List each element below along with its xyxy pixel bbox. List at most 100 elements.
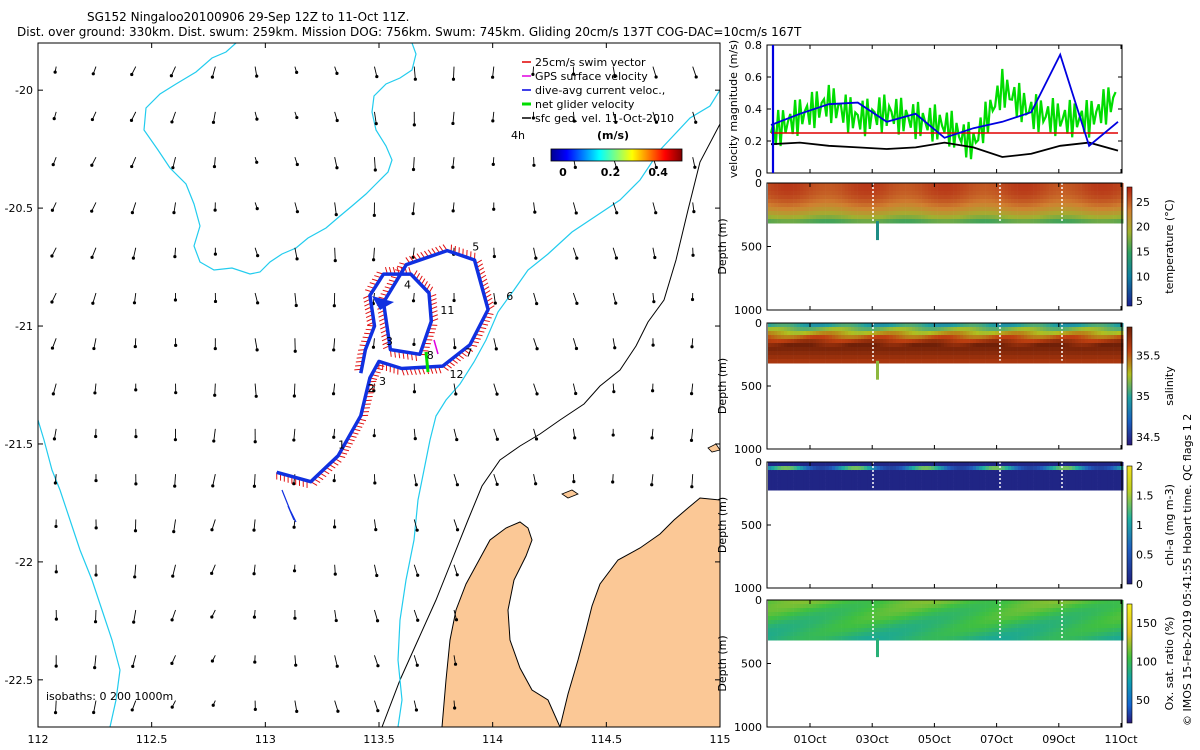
section-cell (1072, 327, 1076, 332)
section-cell (899, 616, 903, 621)
section-cell (896, 616, 900, 621)
section-cell (1081, 355, 1086, 360)
geo-arrow-head (331, 392, 336, 396)
section-cell (787, 331, 791, 336)
geo-arrow-head (650, 436, 654, 440)
section-cell (790, 355, 794, 360)
section-cell (790, 343, 794, 348)
section-cell (908, 636, 913, 641)
section-cell (924, 187, 929, 192)
section-cell (896, 335, 900, 340)
section-cell (1036, 351, 1041, 356)
section-cell (1072, 482, 1076, 487)
section-cell (905, 339, 910, 344)
section-cell (1040, 219, 1044, 224)
section-cell (1072, 323, 1076, 328)
section-cell (998, 219, 1002, 224)
section-cell (931, 215, 935, 220)
section-cell (1036, 462, 1041, 467)
section-cell (1036, 219, 1041, 224)
section-cell (940, 462, 945, 467)
section-cell (1004, 482, 1009, 487)
section-cell (953, 211, 958, 216)
section-cell (960, 359, 964, 364)
section-cell (1020, 355, 1025, 360)
geo-arrow-head (50, 300, 54, 304)
section-cell (812, 327, 817, 332)
section-cell (768, 199, 772, 204)
section-cell (1040, 359, 1044, 364)
section-cell (998, 347, 1002, 352)
section-cell (921, 351, 926, 356)
speed-colorbar (550, 148, 683, 162)
section-cell (1097, 466, 1102, 471)
section-cell (800, 632, 804, 637)
section-cell (787, 219, 791, 224)
section-cell (822, 203, 826, 208)
section-cell (848, 632, 852, 637)
section-cell (947, 335, 951, 340)
section-cell (908, 343, 913, 348)
section-cell (1065, 462, 1070, 467)
section-cell (1091, 183, 1095, 188)
section-cell (822, 343, 826, 348)
section-cell (1001, 616, 1006, 621)
section-cell (1008, 474, 1012, 479)
section-cell (1100, 478, 1105, 483)
section-cell (905, 478, 910, 483)
section-cell (896, 359, 900, 364)
section-cell (848, 474, 852, 479)
section-cell (870, 195, 874, 200)
section-cell (1116, 608, 1121, 613)
section-cell (886, 355, 890, 360)
section-cell (796, 470, 801, 475)
section-cell (1084, 191, 1089, 196)
section-cell (1116, 347, 1121, 352)
section-cell (953, 478, 958, 483)
section-cell (851, 203, 855, 208)
section-cell (796, 600, 801, 605)
section-cell (880, 183, 884, 188)
section-cell (822, 339, 826, 344)
section-cell (947, 355, 951, 360)
section-cell (1027, 632, 1031, 637)
section-cell (889, 470, 894, 475)
section-cell (924, 215, 929, 220)
section-cell (1011, 335, 1015, 340)
section-cell (1081, 359, 1086, 364)
section-cell (960, 470, 964, 475)
section-cell (854, 359, 858, 364)
section-cell (1107, 470, 1111, 475)
geo-arrow-head (131, 256, 136, 260)
section-cell (1075, 466, 1079, 471)
section-cell (832, 482, 836, 487)
section-cell (940, 203, 945, 208)
section-cell (934, 474, 938, 479)
section-cell (921, 636, 926, 641)
section-cell (806, 482, 810, 487)
section-cell (825, 203, 830, 208)
section-cell (1030, 191, 1034, 196)
section-cell (812, 343, 817, 348)
section-cell (896, 351, 900, 356)
section-cell (771, 343, 775, 348)
section-cell (1116, 351, 1121, 356)
section-cell (854, 355, 858, 360)
section-cell (905, 207, 910, 212)
section-cell (806, 608, 810, 613)
section-cell (1024, 466, 1028, 471)
section-cell (905, 462, 910, 467)
section-cell (1078, 207, 1082, 212)
section-cell (953, 600, 958, 605)
section-cell (934, 331, 938, 336)
section-cell (774, 199, 778, 204)
section-cell (774, 211, 778, 216)
section-cell (1008, 215, 1012, 220)
section-cell (784, 474, 788, 479)
velocity-y-tick-label: 0.8 (745, 39, 763, 52)
section-cell (1078, 359, 1082, 364)
section-cell (796, 327, 801, 332)
section-cell (867, 323, 871, 328)
section-cell (864, 624, 868, 629)
